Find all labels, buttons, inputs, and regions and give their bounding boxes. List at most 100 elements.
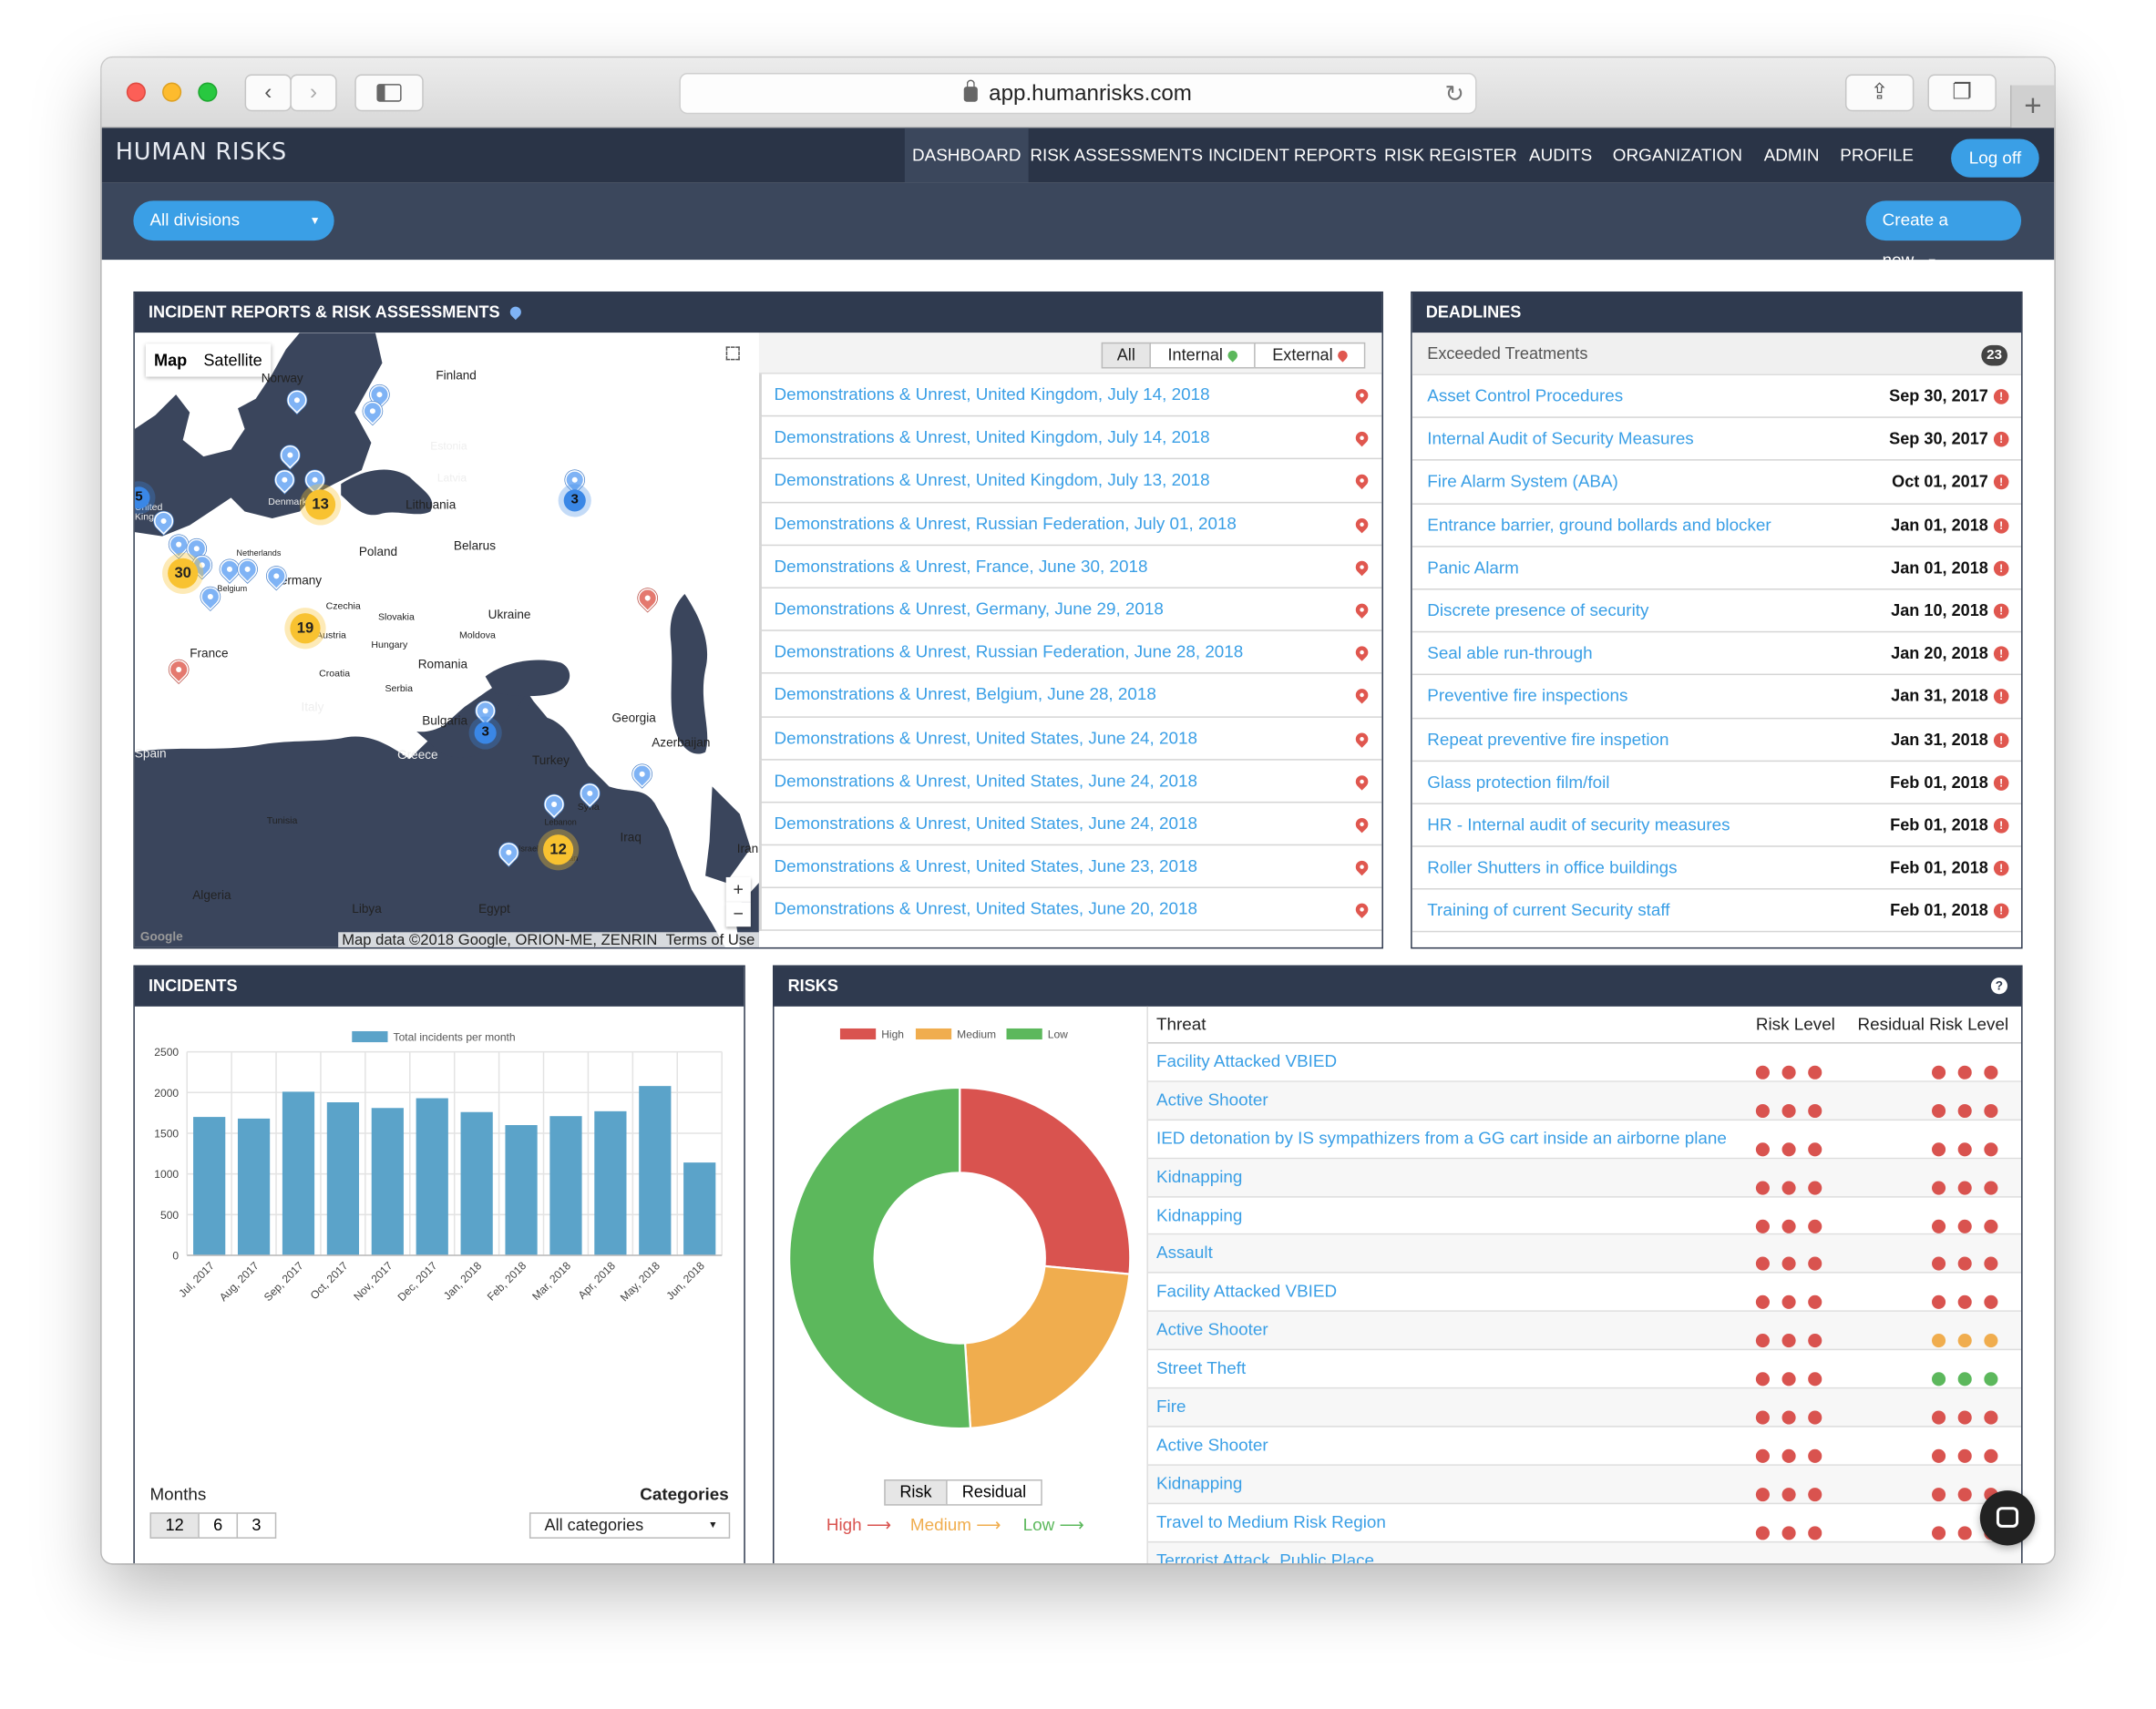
incident-link[interactable]: Demonstrations & Unrest, Russian Federat… <box>774 642 1244 662</box>
incident-link[interactable]: Demonstrations & Unrest, Russian Federat… <box>774 513 1237 533</box>
map-cluster[interactable]: 3 <box>563 489 586 512</box>
deadline-row[interactable]: Panic Alarm Jan 01, 2018! <box>1412 547 2022 590</box>
threat-link[interactable]: Assault <box>1155 1243 1213 1264</box>
tabs-overview-button[interactable]: ❐ <box>1927 74 1997 112</box>
nav-risk-register[interactable]: RISK REGISTER <box>1384 145 1517 166</box>
list-item[interactable]: Demonstrations & Unrest, United Kingdom,… <box>758 416 1382 460</box>
deadline-link[interactable]: HR - Internal audit of security measures <box>1427 814 1730 834</box>
list-item[interactable]: Demonstrations & Unrest, United States, … <box>758 845 1382 889</box>
deadline-link[interactable]: Panic Alarm <box>1427 558 1519 578</box>
share-button[interactable]: ⇪ <box>1844 74 1915 112</box>
deadline-row[interactable]: Preventive fire inspections Jan 31, 2018! <box>1412 676 2022 719</box>
threat-link[interactable]: IED detonation by IS sympathizers from a… <box>1155 1128 1727 1148</box>
deadline-link[interactable]: Seal able run-through <box>1427 643 1593 663</box>
table-row[interactable]: Assault <box>1147 1235 2022 1274</box>
deadline-link[interactable]: Repeat preventive fire inspetion <box>1427 729 1669 749</box>
close-window-button[interactable] <box>126 82 146 102</box>
division-select[interactable]: All divisions ▼ <box>133 200 334 241</box>
threat-link[interactable]: Kidnapping <box>1155 1166 1243 1187</box>
filter-internal-button[interactable]: Internal <box>1149 342 1256 369</box>
maximize-window-button[interactable] <box>198 82 218 102</box>
table-row[interactable]: Travel to Medium Risk Region <box>1147 1504 2022 1542</box>
list-item[interactable]: Demonstrations & Unrest, United States, … <box>758 760 1382 803</box>
deadline-row[interactable]: Roller Shutters in office buildings Feb 0… <box>1412 847 2022 890</box>
filter-all-button[interactable]: All <box>1101 342 1151 369</box>
incident-link[interactable]: Demonstrations & Unrest, Belgium, June 2… <box>774 685 1156 705</box>
deadline-link[interactable]: Discrete presence of security <box>1427 600 1649 620</box>
deadline-link[interactable]: Training of current Security staff <box>1427 900 1670 921</box>
threat-link[interactable]: Street Theft <box>1155 1358 1247 1378</box>
deadline-link[interactable]: Fire Alarm System (ABA) <box>1427 472 1618 492</box>
list-item[interactable]: Demonstrations & Unrest, United Kingdom,… <box>758 459 1382 503</box>
incident-link[interactable]: Demonstrations & Unrest, United States, … <box>774 728 1197 748</box>
sidebar-toggle-button[interactable] <box>354 74 424 112</box>
nav-risk-assessments[interactable]: RISK ASSESSMENTS <box>1030 145 1204 166</box>
nav-audits[interactable]: AUDITS <box>1529 145 1593 166</box>
nav-dashboard[interactable]: DASHBOARD <box>904 128 1029 183</box>
deadline-row[interactable]: HR - Internal audit of security measures… <box>1412 804 2022 847</box>
incident-link[interactable]: Demonstrations & Unrest, United States, … <box>774 899 1197 919</box>
incident-link[interactable]: Demonstrations & Unrest, Germany, June 2… <box>774 599 1164 619</box>
nav-profile[interactable]: PROFILE <box>1840 145 1915 166</box>
incident-map[interactable]: Map Satellite Norway Finland Estonia Latv… <box>134 333 759 949</box>
deadline-row[interactable]: Glass protection film/foil Feb 01, 2018! <box>1412 762 2022 804</box>
deadline-row[interactable]: Entrance barrier, ground bollards and bl… <box>1412 504 2022 547</box>
residual-toggle-button[interactable]: Residual <box>946 1479 1042 1506</box>
list-item[interactable]: Demonstrations & Unrest, United States, … <box>758 803 1382 846</box>
risk-toggle-button[interactable]: Risk <box>884 1479 948 1506</box>
humanrisks-logo[interactable]: HUMAN RISKS <box>115 138 287 167</box>
map-cluster[interactable]: 30 <box>168 558 199 588</box>
table-row[interactable]: Facility Attacked VBIED <box>1147 1044 2022 1082</box>
minimize-window-button[interactable] <box>162 82 182 102</box>
months-3-button[interactable]: 3 <box>236 1512 277 1539</box>
deadline-link[interactable]: Glass protection film/foil <box>1427 772 1610 792</box>
deadline-link[interactable]: Asset Control Procedures <box>1427 386 1624 406</box>
list-item[interactable]: Demonstrations & Unrest, United States, … <box>758 888 1382 932</box>
incident-link[interactable]: Demonstrations & Unrest, United States, … <box>774 771 1197 791</box>
map-cluster[interactable]: 13 <box>304 489 336 520</box>
nav-admin[interactable]: ADMIN <box>1763 145 1820 166</box>
deadline-row[interactable]: Fire Alarm System (ABA) Oct 01, 2017! <box>1412 461 2022 505</box>
map-type-map[interactable]: Map <box>153 350 188 371</box>
map-cluster[interactable]: 3 <box>474 721 497 744</box>
fullscreen-icon[interactable] <box>725 346 740 361</box>
table-row[interactable]: Terrorist Attack, Public Place <box>1147 1541 2022 1564</box>
months-6-button[interactable]: 6 <box>198 1512 239 1539</box>
table-row[interactable]: Active Shooter <box>1147 1312 2022 1351</box>
table-row[interactable]: Facility Attacked VBIED <box>1147 1274 2022 1313</box>
map-terms-link[interactable]: Terms of Use <box>665 932 755 949</box>
log-off-button[interactable]: Log off <box>1951 138 2039 178</box>
map-cluster[interactable]: 5 <box>134 486 150 509</box>
threat-link[interactable]: Kidnapping <box>1155 1204 1243 1225</box>
deadline-row[interactable]: Asset Control Procedures Sep 30, 2017! <box>1412 375 2022 419</box>
threat-link[interactable]: Active Shooter <box>1155 1090 1268 1110</box>
map-cluster[interactable]: 12 <box>543 834 574 865</box>
question-circle-icon[interactable]: ? <box>1990 977 2007 995</box>
deadline-row[interactable]: Seal able run-through Jan 20, 2018! <box>1412 632 2022 676</box>
create-new-button[interactable]: Create a new..▼ <box>1865 200 2022 270</box>
deadline-link[interactable]: Entrance barrier, ground bollards and bl… <box>1427 515 1771 535</box>
nav-incident-reports[interactable]: INCIDENT REPORTS <box>1207 145 1377 166</box>
threat-link[interactable]: Facility Attacked VBIED <box>1155 1282 1338 1302</box>
threat-link[interactable]: Kidnapping <box>1155 1473 1243 1493</box>
filter-external-button[interactable]: External <box>1254 342 1366 369</box>
months-12-button[interactable]: 12 <box>149 1512 200 1539</box>
zoom-in-button[interactable]: + <box>725 876 751 903</box>
list-item[interactable]: Demonstrations & Unrest, United Kingdom,… <box>758 374 1382 417</box>
table-row[interactable]: Kidnapping <box>1147 1197 2022 1236</box>
list-item[interactable]: Demonstrations & Unrest, Belgium, June 2… <box>758 674 1382 718</box>
deadline-row[interactable]: Discrete presence of security Jan 10, 201… <box>1412 589 2022 633</box>
threat-link[interactable]: Travel to Medium Risk Region <box>1155 1511 1386 1531</box>
deadline-link[interactable]: Roller Shutters in office buildings <box>1427 857 1678 878</box>
incident-link[interactable]: Demonstrations & Unrest, France, June 30… <box>774 556 1148 577</box>
zoom-out-button[interactable]: − <box>725 902 751 927</box>
nav-organization[interactable]: ORGANIZATION <box>1612 145 1742 166</box>
deadline-row[interactable]: Training of current Security staff Feb 01… <box>1412 890 2022 933</box>
threat-link[interactable]: Active Shooter <box>1155 1320 1268 1340</box>
table-row[interactable]: Active Shooter <box>1147 1428 2022 1466</box>
table-row[interactable]: Street Theft <box>1147 1350 2022 1389</box>
list-item[interactable]: Demonstrations & Unrest, Russian Federat… <box>758 630 1382 675</box>
map-cluster[interactable]: 19 <box>290 613 321 644</box>
forward-button[interactable]: › <box>290 74 337 112</box>
deadline-link[interactable]: Internal Audit of Security Measures <box>1427 429 1694 449</box>
